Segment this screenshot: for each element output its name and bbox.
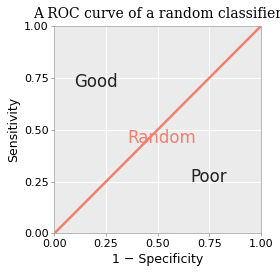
Text: Poor: Poor [191,168,227,186]
X-axis label: 1 − Specificity: 1 − Specificity [112,253,203,266]
Text: Random: Random [127,129,196,147]
Title: A ROC curve of a random classifier: A ROC curve of a random classifier [33,7,280,21]
Y-axis label: Sensitivity: Sensitivity [7,97,20,162]
Text: Good: Good [74,73,118,91]
